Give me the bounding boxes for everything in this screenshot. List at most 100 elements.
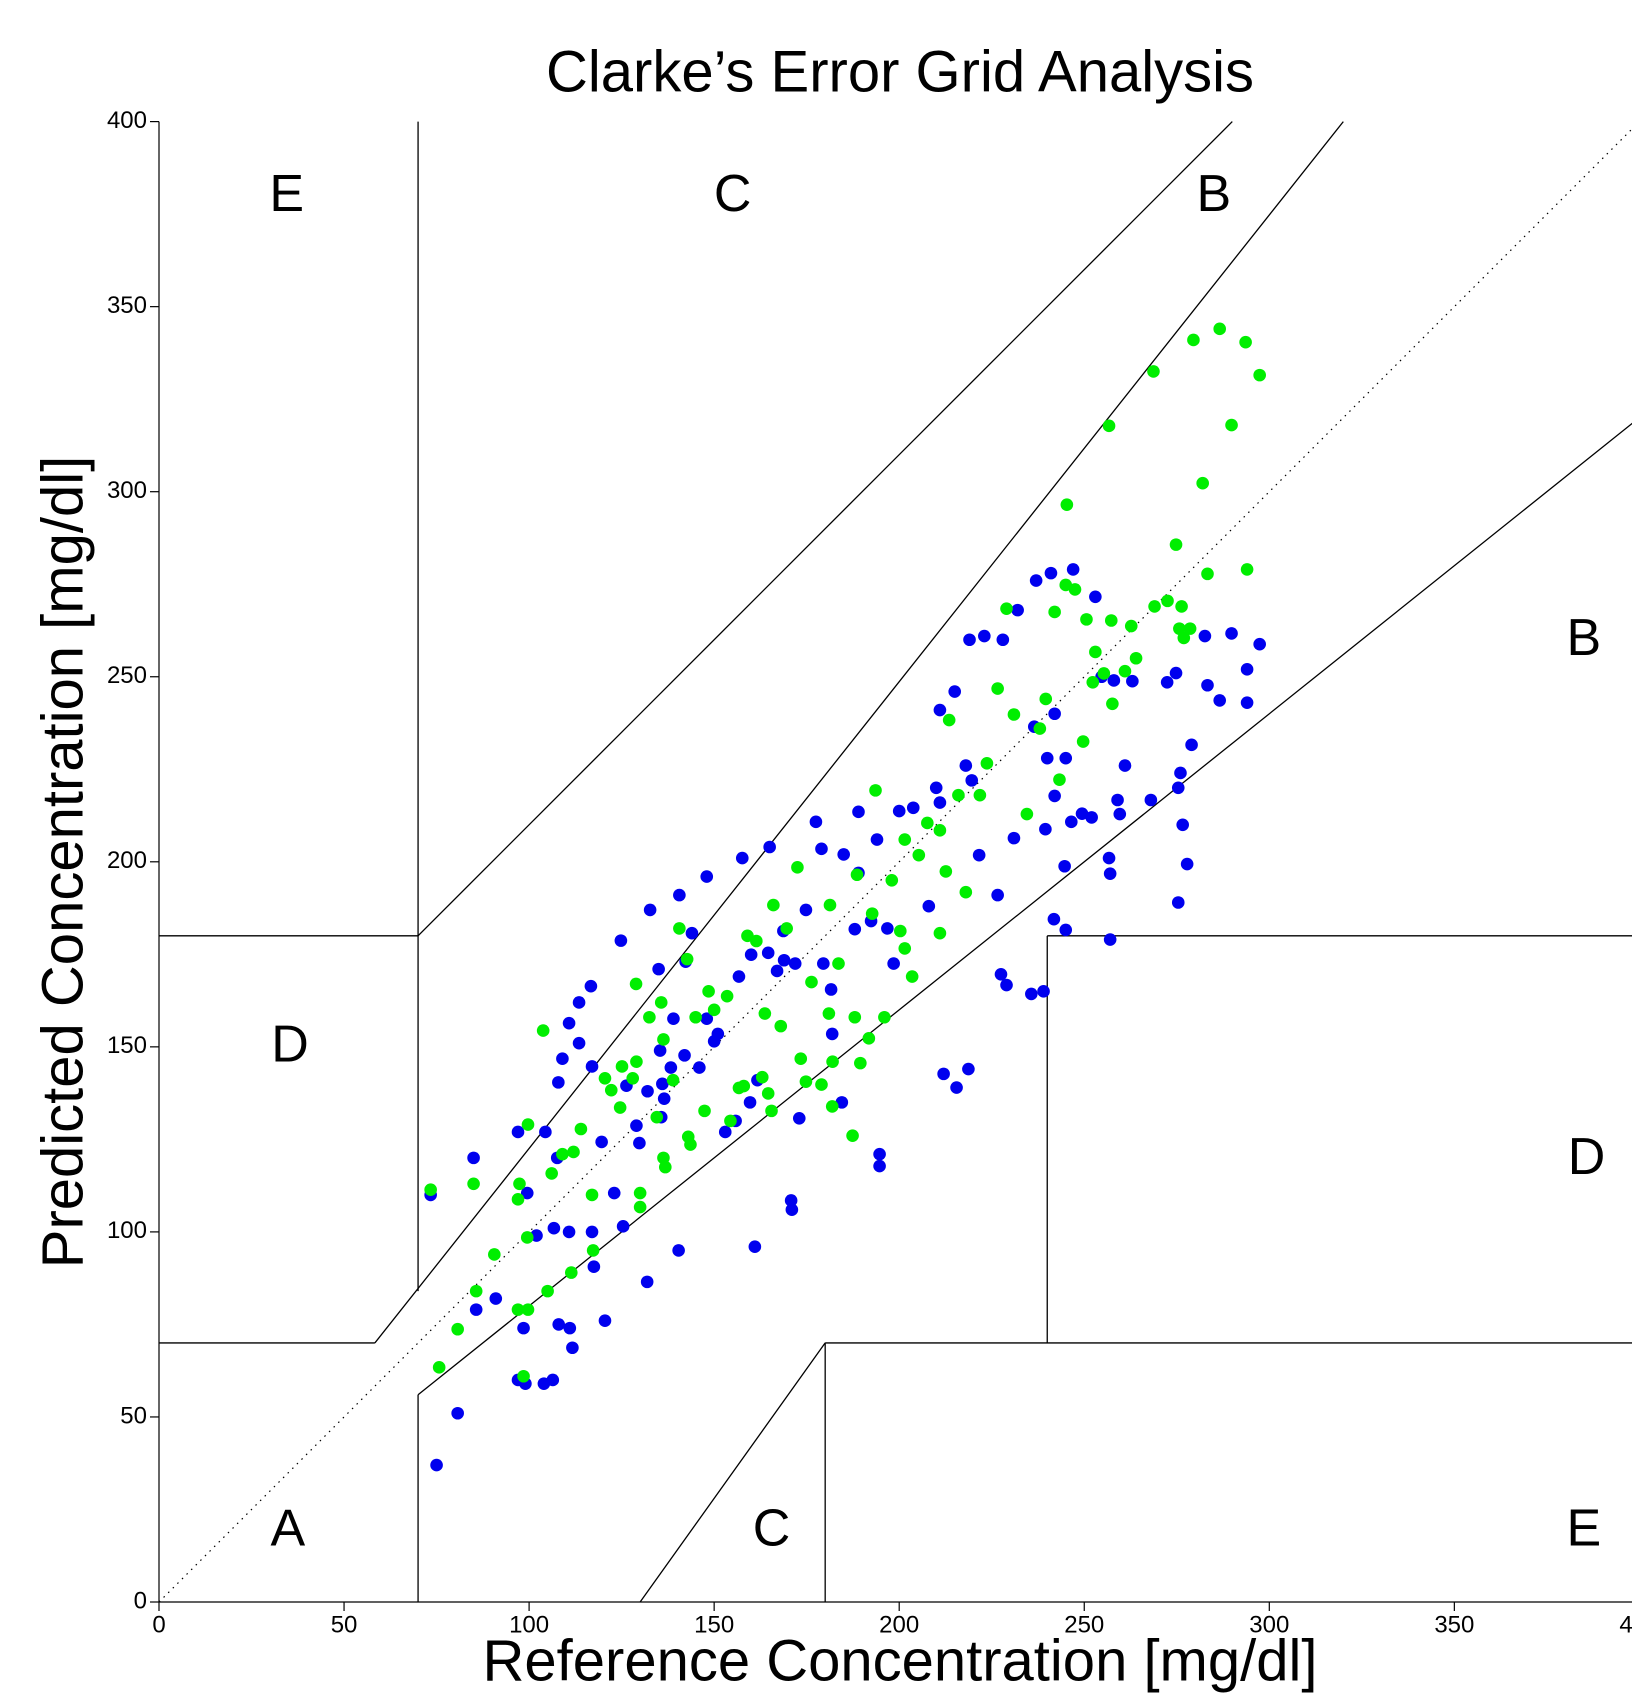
data-point: [777, 953, 791, 967]
data-point: [724, 1114, 737, 1128]
data-point: [1180, 857, 1194, 871]
data-point: [633, 1186, 647, 1200]
data-point: [672, 1244, 685, 1257]
data-point: [469, 1284, 483, 1298]
data-point: [489, 1292, 503, 1305]
x-tick-label: 0: [152, 1611, 165, 1638]
data-point: [520, 1186, 534, 1200]
data-point: [799, 903, 813, 917]
data-point: [517, 1369, 530, 1383]
data-point: [799, 1075, 813, 1088]
data-point: [1148, 600, 1161, 613]
x-tick-label: 350: [1434, 1611, 1474, 1638]
data-point: [1174, 766, 1187, 780]
data-point: [1080, 613, 1093, 626]
data-point: [1118, 759, 1132, 772]
data-point: [962, 1062, 975, 1076]
data-point: [451, 1322, 464, 1336]
data-point: [572, 1036, 586, 1050]
data-point: [595, 1135, 608, 1149]
data-point: [815, 1078, 828, 1091]
data-point: [684, 1138, 697, 1151]
data-point: [556, 1147, 569, 1161]
zone-label: C: [753, 1499, 791, 1557]
data-point: [1185, 738, 1198, 752]
data-point: [854, 1056, 867, 1070]
data-point: [585, 1188, 599, 1202]
data-point: [963, 633, 976, 647]
data-point: [673, 888, 686, 902]
data-point: [1176, 818, 1189, 832]
data-point: [791, 861, 804, 874]
data-point: [626, 1072, 640, 1085]
data-point: [1011, 603, 1024, 617]
data-point: [973, 788, 987, 802]
data-point: [1089, 590, 1102, 604]
data-point: [906, 801, 920, 815]
data-point: [767, 898, 780, 912]
data-point: [563, 1321, 577, 1335]
data-point: [980, 757, 994, 770]
data-point: [546, 1373, 560, 1387]
data-point: [633, 1136, 646, 1150]
data-point: [698, 1104, 711, 1118]
data-point: [873, 1159, 886, 1173]
data-point: [424, 1183, 437, 1197]
data-point: [630, 1119, 643, 1132]
data-point: [700, 870, 714, 883]
data-point: [689, 1010, 702, 1024]
data-point: [996, 633, 1010, 647]
y-tick-label: 0: [134, 1587, 147, 1614]
data-point: [1126, 674, 1139, 688]
data-point: [652, 962, 665, 976]
data-point: [735, 851, 749, 865]
data-point: [451, 1406, 464, 1420]
data-point: [1111, 793, 1124, 807]
data-point: [643, 1010, 656, 1024]
data-point: [511, 1125, 525, 1139]
data-point: [673, 922, 686, 935]
data-point: [720, 989, 734, 1003]
data-point: [1201, 678, 1214, 692]
y-tick-label: 350: [107, 292, 147, 319]
chart-title: Clarke’s Error Grid Analysis: [546, 39, 1254, 104]
data-point: [511, 1303, 525, 1316]
data-point: [862, 1032, 876, 1045]
data-point: [1198, 629, 1212, 643]
data-point: [942, 713, 956, 727]
data-point: [541, 1284, 554, 1298]
data-point: [898, 942, 912, 955]
data-point: [1240, 696, 1254, 709]
data-point: [1175, 600, 1188, 613]
zone-label: D: [271, 1016, 309, 1074]
data-point: [1064, 815, 1078, 829]
data-point: [892, 804, 906, 818]
data-point: [1000, 602, 1013, 615]
data-point: [1147, 365, 1160, 378]
data-point: [765, 1104, 778, 1118]
data-point: [815, 842, 828, 856]
data-point: [1113, 807, 1127, 821]
data-point: [1085, 811, 1098, 824]
zone-label: B: [1567, 609, 1602, 667]
data-point: [959, 885, 973, 899]
data-point: [511, 1193, 525, 1206]
data-point: [761, 1087, 775, 1100]
y-axis-label: Predicted Concentration [mg/dl]: [30, 456, 95, 1268]
data-point: [1029, 574, 1043, 587]
zone-boundary: [374, 121, 1344, 1344]
data-point: [933, 796, 947, 809]
data-point: [921, 816, 934, 830]
data-point: [784, 1194, 798, 1207]
data-point: [929, 781, 943, 795]
zone-label: E: [1567, 1499, 1602, 1557]
y-tick-label: 250: [107, 662, 147, 689]
x-tick-label: 50: [331, 1611, 358, 1638]
data-point: [1103, 867, 1117, 880]
data-point: [1075, 807, 1089, 820]
data-point: [640, 1275, 654, 1289]
data-point: [922, 899, 936, 913]
data-point: [614, 934, 628, 947]
data-point: [933, 824, 947, 837]
